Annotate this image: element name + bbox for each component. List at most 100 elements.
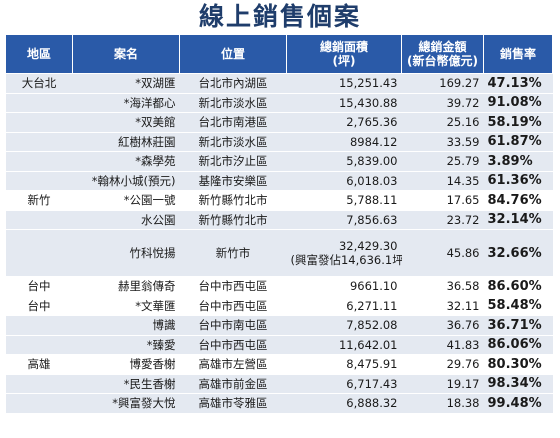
cell-location: 高雄市左營區 bbox=[179, 354, 287, 375]
cell-region bbox=[5, 171, 73, 191]
cell-location: 台中市西屯區 bbox=[179, 335, 287, 355]
table-row: *興富發大悅 高雄市苓雅區 6,888.32 18.38 99.48% bbox=[5, 393, 553, 414]
cell-amount: 169.27 bbox=[401, 73, 484, 94]
cell-area: 5,839.00 bbox=[286, 151, 402, 172]
cell-sales-rate: 61.87% bbox=[483, 132, 553, 152]
cell-project: *双湖匯 bbox=[72, 73, 180, 94]
cell-location: 新竹縣竹北市 bbox=[179, 210, 287, 230]
header-location: 位置 bbox=[179, 34, 287, 74]
table-row: *翰林小城(預元) 基隆市安樂區 6,018.03 14.35 61.36% bbox=[5, 171, 553, 191]
cell-amount: 19.17 bbox=[401, 374, 484, 394]
cell-region bbox=[5, 229, 73, 277]
cell-amount: 18.38 bbox=[401, 393, 484, 414]
cell-region bbox=[5, 210, 73, 230]
cell-project: *興富發大悅 bbox=[72, 393, 180, 414]
header-region: 地區 bbox=[5, 34, 73, 74]
header-area-unit: (坪) bbox=[332, 54, 356, 68]
cell-location: 台中市南屯區 bbox=[179, 315, 287, 336]
cell-location: 新北市汐止區 bbox=[179, 151, 287, 172]
cell-project: 博識 bbox=[72, 315, 180, 336]
table-body: 大台北 *双湖匯 台北市內湖區 15,251.43 169.27 47.13% *海洋都心新… bbox=[5, 73, 553, 414]
header-amount: 總銷金額 (新台幣億元) bbox=[401, 34, 484, 74]
cell-area-note: (興富發佔14,636.1坪) bbox=[290, 253, 402, 267]
cell-project: 紅樹林莊園 bbox=[72, 132, 180, 152]
table-row: 台中 赫里翁傳奇 台中市西屯區 9661.10 36.58 86.60% bbox=[5, 276, 553, 297]
cell-sales-rate: 80.30% bbox=[483, 354, 553, 375]
table-row: 台中 *文華匯 台中市西屯區 6,271.11 32.11 58.48% bbox=[5, 296, 553, 316]
cell-amount: 32.11 bbox=[401, 296, 484, 316]
cell-location: 台北市南港區 bbox=[179, 112, 287, 133]
cell-sales-rate: 32.66% bbox=[483, 229, 553, 277]
header-rate: 銷售率 bbox=[483, 34, 553, 74]
cell-amount: 45.86 bbox=[401, 229, 484, 277]
header-amount-label: 總銷金額 bbox=[418, 40, 467, 54]
cell-sales-rate: 86.06% bbox=[483, 335, 553, 355]
cell-amount: 17.65 bbox=[401, 190, 484, 211]
cell-project: *森學苑 bbox=[72, 151, 180, 172]
cell-sales-rate: 98.34% bbox=[483, 374, 553, 394]
table-row: *民生香榭 高雄市前金區 6,717.43 19.17 98.34% bbox=[5, 374, 553, 394]
cell-location: 基隆市安樂區 bbox=[179, 171, 287, 191]
cell-location: 新竹縣竹北市 bbox=[179, 190, 287, 211]
cell-region: 高雄 bbox=[5, 354, 73, 375]
header-row: 地區 案名 位置 總銷面積 (坪) 總銷金額 (新台幣億元) 銷售率 bbox=[5, 34, 553, 74]
cell-amount: 33.59 bbox=[401, 132, 484, 152]
cell-amount: 25.79 bbox=[401, 151, 484, 172]
cell-region: 大台北 bbox=[5, 73, 73, 94]
cell-area: 11,642.01 bbox=[286, 335, 402, 355]
cell-sales-rate: 47.13% bbox=[483, 73, 553, 94]
cell-region bbox=[5, 315, 73, 336]
cell-location: 新北市淡水區 bbox=[179, 132, 287, 152]
cell-sales-rate: 99.48% bbox=[483, 393, 553, 414]
cell-area: 8984.12 bbox=[286, 132, 402, 152]
header-project: 案名 bbox=[72, 34, 180, 74]
cell-project: *臻愛 bbox=[72, 335, 180, 355]
cell-sales-rate: 61.36% bbox=[483, 171, 553, 191]
cell-project: 水公園 bbox=[72, 210, 180, 230]
cell-location: 新竹市 bbox=[179, 229, 287, 277]
cell-location: 台中市西屯區 bbox=[179, 296, 287, 316]
cell-area: 6,271.11 bbox=[286, 296, 402, 316]
cell-area: 32,429.30 (興富發佔14,636.1坪) bbox=[286, 229, 402, 277]
cell-sales-rate: 58.19% bbox=[483, 112, 553, 133]
cell-region bbox=[5, 151, 73, 172]
cell-project: *公園一號 bbox=[72, 190, 180, 211]
cell-location: 高雄市前金區 bbox=[179, 374, 287, 394]
cell-area: 15,251.43 bbox=[286, 73, 402, 94]
cell-amount: 36.58 bbox=[401, 276, 484, 297]
cell-location: 新北市淡水區 bbox=[179, 93, 287, 113]
table-row: *双美館 台北市南港區 2,765.36 25.16 58.19% bbox=[5, 112, 553, 133]
cell-sales-rate: 58.48% bbox=[483, 296, 553, 316]
page-title: 線上銷售個案 bbox=[198, 2, 361, 31]
cell-location: 台北市內湖區 bbox=[179, 73, 287, 94]
cell-region bbox=[5, 93, 73, 113]
cell-area: 15,430.88 bbox=[286, 93, 402, 113]
cell-amount: 23.72 bbox=[401, 210, 484, 230]
cell-location: 台中市西屯區 bbox=[179, 276, 287, 297]
cell-project: 博愛香榭 bbox=[72, 354, 180, 375]
cell-region: 台中 bbox=[5, 296, 73, 316]
table-row: 新竹 *公園一號 新竹縣竹北市 5,788.11 17.65 84.76% bbox=[5, 190, 553, 211]
cell-sales-rate: 91.08% bbox=[483, 93, 553, 113]
header-amount-unit: (新台幣億元) bbox=[407, 54, 478, 68]
cell-region bbox=[5, 335, 73, 355]
cell-region bbox=[5, 112, 73, 133]
cell-region bbox=[5, 374, 73, 394]
cell-amount: 36.76 bbox=[401, 315, 484, 336]
cell-area: 9661.10 bbox=[286, 276, 402, 297]
header-area: 總銷面積 (坪) bbox=[286, 34, 402, 74]
cell-sales-rate: 32.14% bbox=[483, 210, 553, 230]
sales-table: 地區 案名 位置 總銷面積 (坪) 總銷金額 (新台幣億元) 銷售率 大台北 *双… bbox=[5, 34, 553, 414]
cell-location: 高雄市苓雅區 bbox=[179, 393, 287, 414]
table-row: *臻愛 台中市西屯區 11,642.01 41.83 86.06% bbox=[5, 335, 553, 355]
table-row: 竹科悅揚 新竹市 32,429.30 (興富發佔14,636.1坪) 45.86 32.6… bbox=[5, 229, 553, 277]
cell-area: 7,852.08 bbox=[286, 315, 402, 336]
cell-region: 新竹 bbox=[5, 190, 73, 211]
table-row: *海洋都心 新北市淡水區 15,430.88 39.72 91.08% bbox=[5, 93, 553, 113]
cell-project: *双美館 bbox=[72, 112, 180, 133]
cell-amount: 14.35 bbox=[401, 171, 484, 191]
cell-area: 6,717.43 bbox=[286, 374, 402, 394]
table-row: 大台北 *双湖匯 台北市內湖區 15,251.43 169.27 47.13% bbox=[5, 73, 553, 94]
table-row: 高雄 博愛香榭 高雄市左營區 8,475.91 29.76 80.30% bbox=[5, 354, 553, 375]
cell-project: *民生香榭 bbox=[72, 374, 180, 394]
